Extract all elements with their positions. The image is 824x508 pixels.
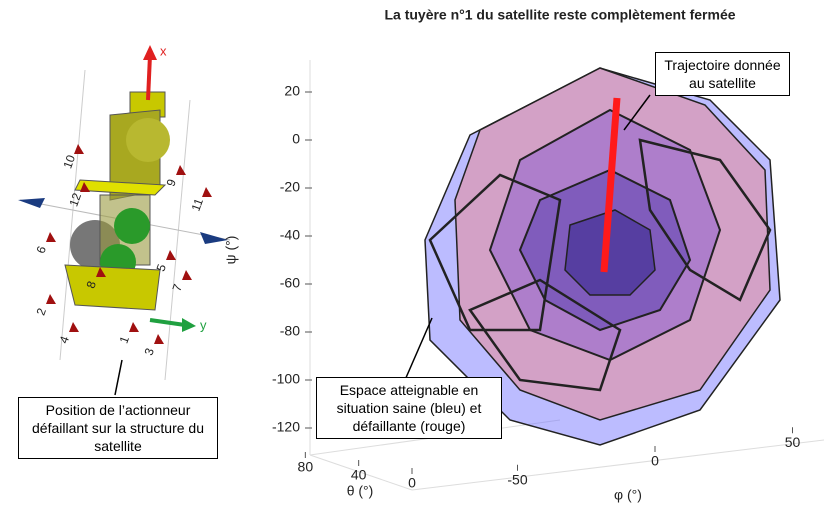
actuator-marker	[154, 334, 164, 344]
actuator-marker	[129, 322, 139, 332]
actuator-label: 7	[170, 282, 186, 293]
x-tick-label: 50	[785, 434, 801, 450]
actuator-label: 4	[57, 334, 73, 345]
annotation: Espace atteignable en situation saine (b…	[316, 377, 502, 439]
actuator-label: 5	[154, 262, 170, 273]
actuator-marker	[74, 144, 84, 154]
z-tick-label: -120	[272, 419, 300, 435]
actuator-label: 8	[84, 279, 100, 290]
z-tick-label: -60	[280, 275, 300, 291]
actuator-marker	[182, 270, 192, 280]
actuator-label: 6	[34, 244, 50, 255]
actuator-marker	[96, 267, 106, 277]
arrow	[623, 94, 651, 131]
actuator-label: 3	[142, 346, 158, 357]
caption: Position de l’actionneur défaillant sur …	[18, 397, 218, 459]
y-tick-label: 80	[298, 459, 314, 475]
arrow	[404, 317, 433, 381]
y-tick-label: 40	[351, 467, 367, 483]
actuator-label: 2	[34, 306, 50, 317]
z-tick-label: -100	[272, 371, 300, 387]
satellite	[18, 45, 231, 396]
actuator-marker	[46, 294, 56, 304]
z-tick-label: -80	[280, 323, 300, 339]
axis-title: φ (°)	[614, 487, 642, 503]
z-tick-label: 20	[284, 83, 300, 99]
x-tick-label: 0	[651, 453, 659, 469]
actuator-label: 11	[189, 196, 207, 213]
z-tick-label: -40	[280, 227, 300, 243]
actuator-label: 12	[66, 191, 84, 209]
chart-title: La tuyère n°1 du satellite reste complèt…	[384, 7, 735, 23]
axis-title: ψ (°)	[223, 236, 239, 265]
axis-title: θ (°)	[347, 483, 374, 499]
y-tick-label: 0	[408, 475, 416, 491]
actuator-marker	[69, 322, 79, 332]
trajectory	[600, 97, 621, 273]
axis-label: x	[160, 43, 167, 58]
actuator-marker	[166, 250, 176, 260]
actuator-marker	[46, 232, 56, 242]
actuator-label: 10	[60, 153, 78, 171]
actuator-label: 1	[117, 334, 133, 345]
actuator-label: 9	[164, 177, 180, 188]
axis-label: y	[200, 317, 207, 332]
actuator-marker	[202, 187, 212, 197]
z-tick-label: -20	[280, 179, 300, 195]
z-tick-label: 0	[292, 131, 300, 147]
x-tick-label: -50	[507, 471, 527, 487]
annotation: Trajectoire donnée au satellite	[655, 52, 790, 96]
actuator-marker	[80, 182, 90, 192]
actuator-marker	[176, 165, 186, 175]
